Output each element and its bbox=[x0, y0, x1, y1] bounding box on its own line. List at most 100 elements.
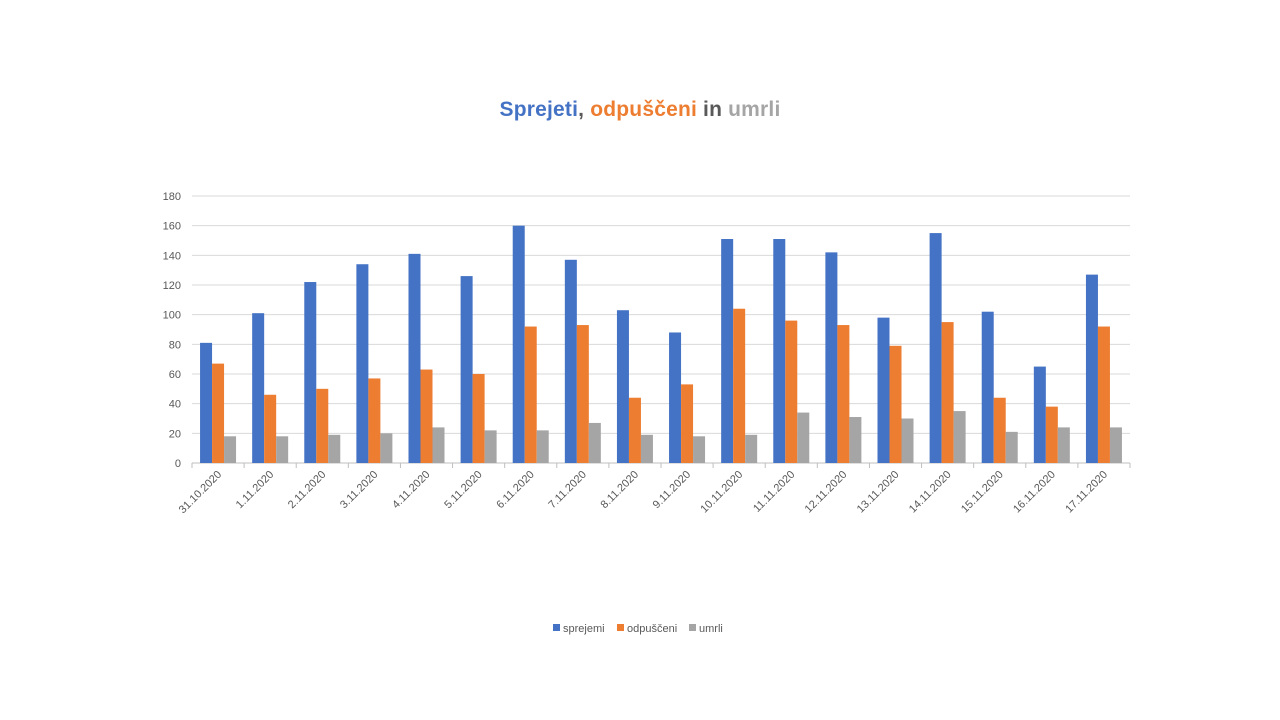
bar-umrli-6 bbox=[536, 430, 549, 463]
y-tick-label: 20 bbox=[169, 428, 181, 440]
bar-umrli-9 bbox=[693, 436, 706, 463]
x-tick-label: 8.11.2020 bbox=[599, 469, 642, 512]
y-tick-label: 160 bbox=[163, 221, 181, 233]
y-tick-label: 140 bbox=[163, 250, 181, 262]
bar-sprejemi-10 bbox=[721, 239, 734, 463]
bar-sprejemi-0 bbox=[200, 342, 213, 463]
bar-sprejemi-2 bbox=[304, 282, 317, 463]
bar-umrli-5 bbox=[484, 430, 497, 463]
bar-sprejemi-16 bbox=[1033, 366, 1046, 463]
bar-odpueni-6 bbox=[524, 326, 537, 463]
legend-swatch bbox=[617, 624, 624, 631]
x-tick-label: 10.11.2020 bbox=[698, 469, 745, 516]
legend-swatch bbox=[689, 624, 696, 631]
bar-odpueni-9 bbox=[681, 384, 694, 463]
x-tick-label: 9.11.2020 bbox=[651, 469, 694, 512]
y-tick-label: 180 bbox=[163, 191, 181, 203]
y-tick-label: 40 bbox=[169, 399, 181, 411]
chart-title-part: Sprejeti bbox=[499, 98, 579, 121]
y-tick-label: 0 bbox=[175, 458, 181, 470]
x-tick-label: 2.11.2020 bbox=[286, 469, 329, 512]
y-tick-label: 60 bbox=[169, 369, 181, 381]
bar-sprejemi-15 bbox=[981, 311, 994, 463]
bar-umrli-3 bbox=[380, 433, 393, 463]
legend-label: sprejemi bbox=[563, 623, 605, 635]
x-tick-label: 5.11.2020 bbox=[442, 469, 485, 512]
y-axis-ticks: 0 20 40 60 80 100 120 140 160 180 bbox=[163, 191, 181, 470]
bar-umrli-15 bbox=[1005, 431, 1018, 463]
x-tick-label: 4.11.2020 bbox=[390, 469, 433, 512]
x-tick-label: 13.11.2020 bbox=[855, 469, 902, 516]
bar-odpueni-0 bbox=[212, 363, 225, 463]
bar-sprejemi-17 bbox=[1085, 274, 1098, 463]
bar-umrli-14 bbox=[953, 411, 966, 463]
bar-sprejemi-4 bbox=[408, 253, 421, 463]
x-tick-label: 6.11.2020 bbox=[494, 469, 537, 512]
bar-umrli-10 bbox=[745, 434, 758, 463]
gridlines bbox=[192, 195, 1130, 464]
legend: sprejemi odpuščeni umrli bbox=[553, 623, 723, 635]
x-tick-label: 12.11.2020 bbox=[803, 469, 850, 516]
bar-umrli-1 bbox=[276, 436, 289, 463]
x-tick-label: 15.11.2020 bbox=[959, 469, 1006, 516]
legend-swatch bbox=[553, 624, 560, 631]
bar-sprejemi-1 bbox=[252, 313, 265, 463]
bar-umrli-2 bbox=[328, 434, 341, 463]
bar-umrli-12 bbox=[849, 417, 862, 463]
chart-title-part: in bbox=[697, 98, 729, 121]
bar-umrli-17 bbox=[1109, 427, 1122, 463]
x-tick-label: 1.11.2020 bbox=[234, 469, 277, 512]
y-tick-label: 100 bbox=[163, 310, 181, 322]
bar-sprejemi-6 bbox=[512, 225, 525, 463]
x-tick-label: 7.11.2020 bbox=[546, 469, 589, 512]
bar-umrli-13 bbox=[901, 418, 914, 463]
bar-odpueni-12 bbox=[837, 325, 850, 463]
bar-odpueni-14 bbox=[941, 322, 954, 463]
bars bbox=[200, 225, 1122, 463]
x-tick-label: 3.11.2020 bbox=[338, 469, 381, 512]
y-tick-label: 80 bbox=[169, 339, 181, 351]
bar-odpueni-16 bbox=[1045, 406, 1058, 463]
bar-odpueni-4 bbox=[420, 369, 433, 463]
bar-odpueni-13 bbox=[889, 345, 902, 463]
bar-odpueni-10 bbox=[733, 308, 746, 463]
bar-odpueni-15 bbox=[993, 397, 1006, 463]
bar-odpueni-2 bbox=[316, 388, 329, 463]
bar-odpueni-3 bbox=[368, 378, 381, 463]
bar-sprejemi-5 bbox=[460, 276, 473, 463]
bar-sprejemi-13 bbox=[877, 317, 890, 463]
chart-title-part: umrli bbox=[728, 98, 781, 121]
x-tick-label: 31.10.2020 bbox=[177, 469, 224, 516]
x-tick-label: 16.11.2020 bbox=[1011, 469, 1058, 516]
bar-odpueni-11 bbox=[785, 320, 798, 463]
x-tick-label: 17.11.2020 bbox=[1063, 469, 1110, 516]
x-tick-label: 11.11.2020 bbox=[751, 469, 797, 515]
y-tick-label: 120 bbox=[163, 280, 181, 292]
chart-title-part: , bbox=[578, 98, 591, 121]
bar-umrli-7 bbox=[588, 422, 601, 463]
bar-odpueni-7 bbox=[576, 325, 589, 463]
bar-sprejemi-14 bbox=[929, 233, 942, 463]
bar-umrli-16 bbox=[1057, 427, 1070, 463]
bar-umrli-8 bbox=[640, 434, 653, 463]
legend-label: odpuščeni bbox=[627, 623, 677, 635]
bar-sprejemi-7 bbox=[564, 259, 577, 463]
bar-umrli-11 bbox=[797, 412, 810, 463]
chart-title-part: odpuščeni bbox=[590, 98, 698, 121]
bar-odpueni-8 bbox=[628, 397, 641, 463]
bar-sprejemi-12 bbox=[825, 252, 838, 463]
bar-umrli-4 bbox=[432, 427, 445, 463]
bar-odpueni-1 bbox=[264, 394, 277, 463]
bar-umrli-0 bbox=[224, 436, 237, 463]
bar-odpueni-5 bbox=[472, 374, 485, 463]
bar-sprejemi-9 bbox=[669, 332, 682, 463]
x-axis-ticks: 31.10.2020 1.11.2020 2.11.2020 3.11.2020 4.1… bbox=[177, 463, 1131, 516]
legend-label: umrli bbox=[699, 623, 723, 635]
bar-sprejemi-11 bbox=[773, 239, 786, 463]
x-tick-label: 14.11.2020 bbox=[907, 469, 954, 516]
bar-sprejemi-8 bbox=[616, 310, 629, 463]
bar-odpueni-17 bbox=[1097, 326, 1110, 463]
bar-sprejemi-3 bbox=[356, 264, 369, 463]
chart-title: Sprejeti, odpuščeni in umrli bbox=[0, 98, 1280, 122]
